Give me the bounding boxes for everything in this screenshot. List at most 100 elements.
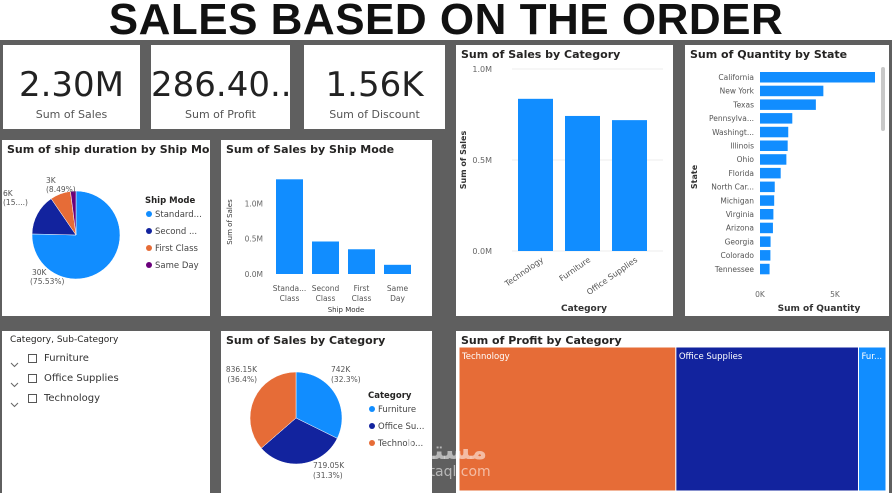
bar (760, 167, 781, 179)
y-tick-label: 0.0M (472, 247, 492, 256)
data-label: 3K (46, 176, 57, 185)
bar (760, 140, 788, 151)
legend-marker (146, 211, 152, 217)
bar (612, 120, 647, 251)
y-tick-label: Colorado (720, 251, 754, 260)
data-label: (36.4%) (227, 375, 257, 384)
x-tick-label: Day (390, 294, 405, 303)
kpi-profit-value: 286.40... (151, 65, 290, 105)
kpi-card-profit[interactable]: 286.40... Sum of Profit (151, 45, 290, 129)
treemap-label: Technology (461, 352, 510, 362)
bar (348, 249, 375, 274)
checkbox[interactable] (28, 353, 37, 363)
kpi-card-discount[interactable]: 1.56K Sum of Discount (304, 45, 445, 129)
legend-item: Second ... (155, 227, 197, 237)
y-tick-label: Michigan (720, 196, 754, 205)
kpi-profit-label: Sum of Profit (185, 108, 256, 121)
y-tick-label: Georgia (725, 237, 754, 246)
slicer-title: Category, Sub-Category (10, 335, 119, 345)
y-tick-label: North Car... (711, 183, 754, 192)
x-tick-label: Standa... (273, 284, 307, 293)
bar (760, 195, 775, 206)
sales-by-category-pie-chart[interactable]: 742K(32.3%) 719.05K(31.3%) 836.15K(36.4%) C… (221, 331, 432, 493)
y-axis-label: Sum of Sales (226, 199, 234, 245)
kpi-sales-value: 2.30M (18, 65, 125, 105)
chart-title: Sum of Quantity by State (690, 48, 848, 61)
kpi-sales-label: Sum of Sales (35, 108, 108, 121)
legend-item: Office Su... (378, 422, 424, 432)
chart-title: Sum of Sales by Category (461, 48, 621, 61)
category-slicer[interactable]: Category, Sub-Category Furniture Office S… (2, 331, 210, 493)
y-tick-label: 0.5M (245, 235, 263, 244)
x-tick-label: Class (280, 294, 300, 303)
y-tick-label: Texas (732, 100, 754, 109)
data-label: (15....) (3, 198, 28, 207)
legend-marker (146, 262, 152, 268)
slicer-item-label: Furniture (44, 352, 89, 364)
chevron-down-icon[interactable] (10, 354, 19, 367)
bar (760, 85, 824, 97)
bar (518, 98, 553, 251)
watermark: مستقل mostaql.com (392, 436, 491, 480)
chevron-down-icon[interactable] (10, 394, 19, 407)
scrollbar-thumb[interactable] (881, 67, 885, 131)
slicer-item-label: Office Supplies (44, 372, 119, 384)
pie-slice (295, 371, 343, 439)
kpi-card-sales[interactable]: 2.30M Sum of Sales (3, 45, 140, 129)
checkbox[interactable] (28, 393, 37, 403)
data-label: (31.3%) (313, 471, 343, 480)
treemap-tile (857, 346, 887, 492)
bar (760, 181, 775, 193)
treemap-tile (675, 346, 859, 492)
x-tick-label: Same (387, 284, 409, 293)
legend-item: First Class (155, 244, 199, 254)
x-tick-label: 5K (830, 290, 841, 299)
data-label: (75.53%) (30, 277, 65, 286)
y-tick-label: 0.0M (245, 270, 263, 279)
sales-by-category-bar-card[interactable]: Sum of Sales by Category 0.0M 0.5M 1.0M Tec… (456, 45, 673, 316)
legend-title: Category (368, 391, 412, 401)
x-tick-label: 0K (755, 290, 766, 299)
quantity-by-state-card[interactable]: Sum of Quantity by State California New Y… (685, 45, 889, 316)
sales-by-category-pie-card[interactable]: Sum of Sales by Category 742K (32.3%) 719.… (221, 331, 432, 493)
y-tick-label: 0.5M (472, 156, 492, 165)
y-tick-label: Tennessee (714, 265, 754, 274)
x-axis-label: Ship Mode (328, 306, 365, 314)
bar (760, 126, 789, 138)
slicer-item-label: Technology (44, 392, 101, 404)
pie-slice (31, 190, 121, 280)
data-label: 6K (3, 189, 14, 198)
chart-title: Sum of ship duration by Ship Mode (7, 143, 210, 156)
x-tick-label: Class (316, 294, 336, 303)
profit-treemap[interactable]: Technology Office Supplies Fur... (456, 331, 889, 493)
slicer-item[interactable]: Furniture (10, 350, 89, 367)
data-label: (8.49%) (46, 185, 76, 194)
checkbox[interactable] (28, 373, 37, 383)
x-tick-label: Office Supplies (585, 255, 639, 297)
chart-title: Sum of Profit by Category (461, 334, 622, 347)
x-axis-label: Category (561, 304, 607, 314)
slicer-item[interactable]: Technology (10, 390, 101, 407)
y-tick-label: Virginia (726, 210, 754, 219)
x-tick-label: Second (312, 284, 340, 293)
y-tick-label: Pennsylva... (709, 114, 754, 123)
sales-by-ship-mode-card[interactable]: Sum of Sales by Ship Mode 0.0M 0.5M 1.0M St… (221, 140, 432, 316)
chevron-down-icon[interactable] (10, 374, 19, 387)
profit-by-category-card[interactable]: Sum of Profit by Category Technology Offi… (456, 331, 889, 493)
bar (760, 99, 816, 110)
ship-duration-pie-card[interactable]: Sum of ship duration by Ship Mode 30K (75… (2, 140, 210, 316)
legend-item: Standard... (155, 210, 202, 220)
sales-by-ship-mode-chart[interactable]: 0.0M0.5M1.0MStanda...ClassSecondClassFir… (221, 140, 432, 316)
bar (760, 222, 773, 234)
data-label: 742K (331, 365, 351, 374)
pie-slice (70, 190, 77, 236)
bar (760, 209, 774, 220)
y-tick-label: Arizona (726, 224, 754, 233)
legend-marker (369, 440, 375, 446)
quantity-by-state-chart[interactable]: California New York Texas Pennsylva... Washi… (685, 45, 889, 316)
legend-marker (369, 406, 375, 412)
slicer-item[interactable]: Office Supplies (10, 370, 119, 387)
ship-duration-pie-chart[interactable]: 30K(75.53%)6K(15....)3K(8.49%)Ship ModeS… (2, 140, 210, 316)
y-tick-label: Washingt... (712, 128, 754, 137)
